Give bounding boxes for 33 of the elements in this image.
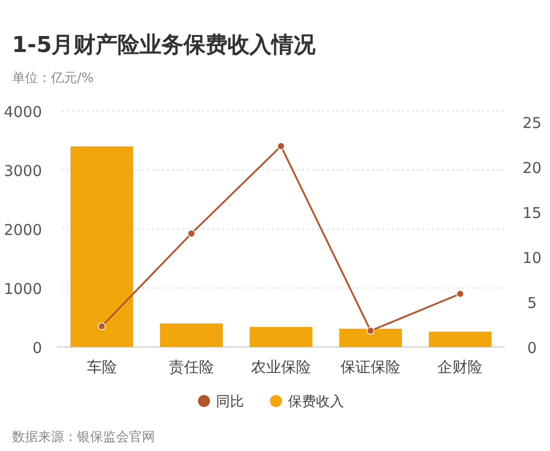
point xyxy=(98,322,106,330)
y2-tick-label: 25 xyxy=(522,114,542,132)
legend-label: 同比 xyxy=(216,394,244,410)
y-tick-label: 2000 xyxy=(4,221,42,239)
y-tick-label: 3000 xyxy=(4,162,42,180)
y-tick-label: 4000 xyxy=(4,103,42,121)
bar xyxy=(250,326,312,347)
point xyxy=(456,290,464,298)
x-tick-label: 农业保险 xyxy=(251,358,311,376)
legend-label: 保费收入 xyxy=(288,394,344,410)
y2-tick-label: 10 xyxy=(522,248,542,267)
x-tick-label: 保证保险 xyxy=(340,358,401,376)
y2-tick-label: 20 xyxy=(522,158,542,177)
bar xyxy=(339,328,402,347)
legend-保费收入: 保费收入 xyxy=(270,394,344,410)
point xyxy=(188,230,196,238)
source-note: 数据来源：银保监会官网 xyxy=(12,429,155,445)
bar xyxy=(160,323,223,347)
x-tick-label: 企财险 xyxy=(438,358,483,376)
bar xyxy=(70,146,134,347)
x-tick-label: 车险 xyxy=(86,358,117,376)
y-tick-label: 1000 xyxy=(4,280,42,298)
y2-tick-label: 15 xyxy=(522,204,542,222)
y-tick-label: 0 xyxy=(32,339,42,357)
chart-title: 1-5月财产险业务保费收入情况 xyxy=(12,32,317,58)
legend-同比: 同比 xyxy=(198,394,244,410)
y2-tick-label: 5 xyxy=(527,294,537,312)
chart-subtitle: 单位：亿元/% xyxy=(12,71,94,86)
bar xyxy=(428,332,492,347)
point xyxy=(277,142,285,150)
x-tick-label: 责任险 xyxy=(168,358,214,376)
point xyxy=(366,326,374,335)
y2-tick-label: 0 xyxy=(527,339,537,357)
